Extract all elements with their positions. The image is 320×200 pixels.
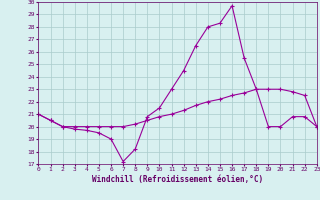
X-axis label: Windchill (Refroidissement éolien,°C): Windchill (Refroidissement éolien,°C): [92, 175, 263, 184]
